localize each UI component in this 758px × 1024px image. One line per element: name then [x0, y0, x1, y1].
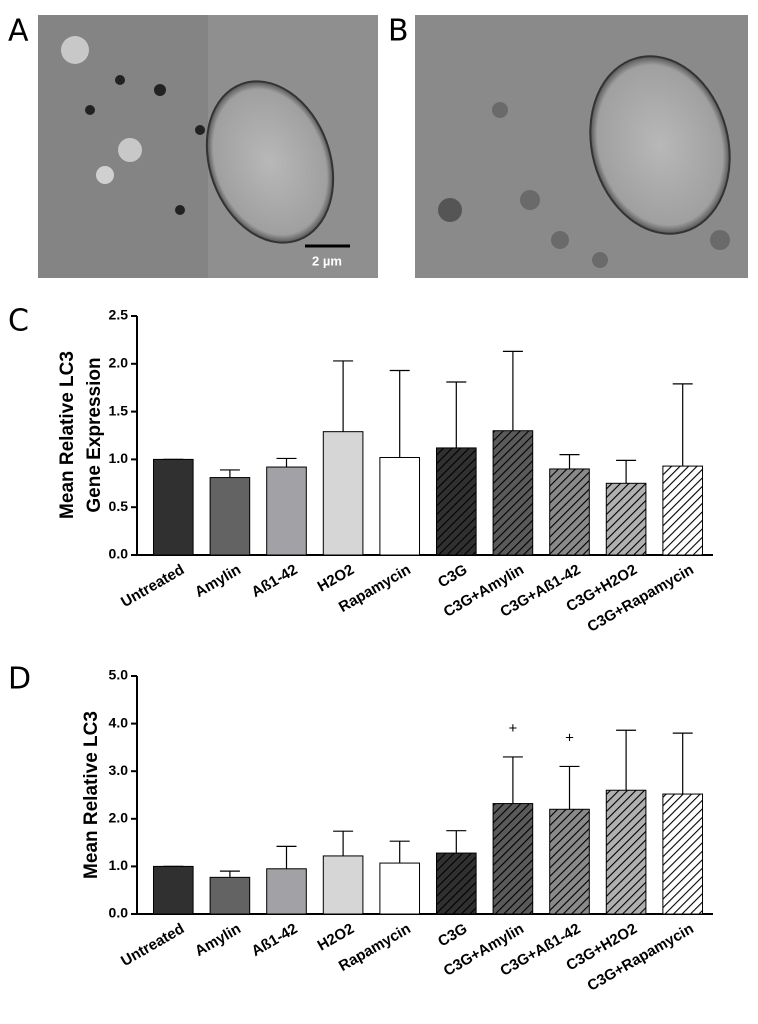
x-tick-label: C3G+Rapamycin [585, 561, 697, 636]
scale-bar-label: 2 µm [312, 253, 342, 268]
micrograph-b [415, 15, 748, 278]
x-tick-label: Amylin [192, 920, 244, 960]
y-tick-label: 2.0 [109, 355, 129, 371]
x-tick-label: H2O2 [315, 920, 357, 954]
bar [266, 868, 307, 915]
y-axis-label: Mean Relative LC3 [81, 711, 102, 879]
bar [549, 468, 590, 556]
bar [435, 447, 477, 556]
y-axis-label: Mean Relative LC3 [57, 351, 78, 519]
bar [266, 466, 307, 556]
y-axis-label: Gene Expression [84, 357, 105, 512]
bar [662, 793, 704, 915]
y-tick-label: 0.5 [109, 498, 129, 514]
y-tick-label: 2.5 [109, 307, 129, 323]
x-tick-label: C3G [435, 561, 470, 591]
panel-label: D [8, 662, 31, 697]
bar [605, 482, 647, 556]
y-tick-label: 1.0 [109, 450, 129, 466]
bar [605, 789, 647, 915]
bar [152, 865, 194, 915]
bar [322, 855, 364, 915]
y-tick-label: 1.0 [109, 857, 129, 873]
bar [662, 465, 704, 556]
x-tick-label: H2O2 [315, 561, 357, 595]
micrograph-a [38, 15, 378, 278]
panel-label: C [8, 304, 29, 339]
y-tick-label: 2.0 [109, 810, 129, 826]
x-tick-label: Aß1-42 [249, 920, 301, 960]
x-tick-label: C3G+Rapamycin [585, 920, 697, 995]
x-tick-label: Untreated [118, 920, 187, 970]
bar [209, 876, 251, 915]
x-tick-label: Amylin [192, 561, 244, 601]
bar [492, 803, 534, 915]
x-tick-label: Untreated [118, 561, 187, 611]
y-tick-label: 1.5 [109, 402, 129, 418]
y-tick-label: 5.0 [109, 667, 129, 683]
y-tick-label: 0.0 [109, 905, 129, 921]
panel-label: A [8, 14, 29, 49]
annotation: + [565, 729, 574, 746]
bar [379, 862, 421, 915]
y-tick-label: 3.0 [109, 762, 129, 778]
bar [209, 477, 251, 556]
bar [322, 431, 364, 556]
bar [379, 456, 421, 556]
panel-label: B [388, 14, 409, 49]
x-tick-label: C3G [435, 920, 470, 950]
bar [152, 458, 194, 556]
bar [492, 430, 534, 556]
bar [435, 852, 477, 915]
x-tick-label: Aß1-42 [249, 561, 301, 601]
bar [549, 808, 590, 915]
annotation: + [509, 720, 518, 737]
y-tick-label: 0.0 [109, 546, 129, 562]
y-tick-label: 4.0 [109, 714, 129, 730]
